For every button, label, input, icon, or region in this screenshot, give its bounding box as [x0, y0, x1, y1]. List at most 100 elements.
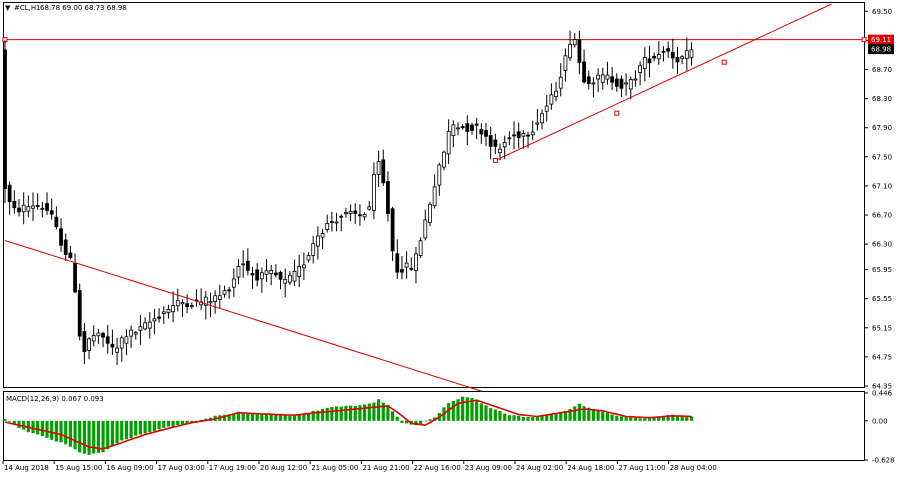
macd-histogram-bar	[573, 406, 577, 421]
time-axis-label: 24 Aug 18:00	[567, 464, 614, 472]
macd-histogram-bar	[199, 419, 203, 421]
macd-histogram-bar	[395, 416, 399, 421]
macd-histogram-bar	[591, 408, 596, 421]
time-axis-label: 28 Aug 04:00	[670, 464, 717, 472]
candle-body	[157, 316, 162, 319]
candle-body	[675, 56, 680, 63]
macd-histogram-bar	[577, 403, 582, 421]
time-axis-label: 17 Aug 03:00	[158, 464, 205, 472]
macd-signal-line	[4, 399, 692, 450]
candle-body	[488, 135, 493, 147]
candle-body	[334, 221, 339, 224]
macd-histogram-bar	[255, 414, 259, 421]
macd-histogram-bar	[176, 420, 180, 425]
macd-histogram-bar	[689, 416, 694, 421]
candle-body	[540, 113, 544, 124]
macd-histogram-bar	[372, 402, 376, 421]
macd-histogram-bar	[292, 416, 297, 421]
macd-histogram-bar	[316, 410, 320, 421]
macd-histogram-bar	[120, 420, 124, 441]
candle-body	[40, 207, 45, 210]
candle-body	[652, 55, 657, 59]
candle-body	[367, 206, 372, 210]
macd-histogram-bar	[8, 420, 12, 422]
macd-histogram-bar	[31, 420, 35, 434]
macd-histogram-bar	[302, 413, 306, 421]
candle-body	[446, 131, 451, 155]
candle-body	[287, 274, 292, 283]
macd-histogram-bar	[587, 407, 591, 421]
candle-body	[582, 61, 586, 83]
candle-body	[372, 174, 376, 211]
candle-body	[596, 74, 600, 80]
candle-body	[161, 311, 166, 314]
candle-body	[507, 137, 512, 140]
macd-histogram-bar	[512, 415, 516, 421]
candle-body	[21, 204, 26, 213]
macd-histogram-bar	[423, 420, 427, 422]
macd-histogram-bar	[456, 399, 460, 421]
level-price-tag	[868, 34, 894, 45]
candle-body	[119, 337, 124, 349]
candle-body	[35, 205, 40, 207]
price-axis-label: 67.90	[872, 124, 892, 132]
candle-body	[59, 228, 63, 246]
candle-body	[101, 332, 105, 338]
candle-body	[269, 269, 274, 274]
candle-body	[428, 203, 432, 223]
candle-body	[236, 265, 241, 278]
macd-histogram-bar	[596, 410, 600, 421]
macd-histogram-bar	[428, 419, 432, 421]
macd-histogram-bar	[475, 400, 479, 421]
macd-histogram-bar	[601, 411, 605, 421]
macd-axis: 0.446 0.00 -0.628	[864, 390, 895, 465]
candle-body	[329, 221, 334, 224]
macd-histogram-bar	[615, 415, 619, 421]
macd-histogram-bar	[582, 406, 586, 421]
horizontal-level-anchor	[861, 37, 867, 43]
candle-body	[493, 139, 498, 147]
time-axis-label: 24 Aug 02:00	[516, 464, 563, 472]
trendline-layer	[4, 3, 832, 392]
price-axis-label: 66.30	[872, 241, 892, 249]
ohlc-label: 68.78 69.00 68.73 68.98	[40, 4, 127, 12]
price-axis: 69.5069.1068.7068.3067.9067.5067.1066.70…	[864, 8, 892, 391]
candle-body	[166, 309, 171, 314]
candle-body	[133, 332, 138, 335]
candle-body	[544, 105, 549, 112]
header-arrow-icon[interactable]: ▼	[5, 4, 11, 12]
macd-histogram-bar	[643, 418, 647, 421]
candle-body	[633, 78, 638, 81]
candle-body	[231, 278, 236, 288]
candle-body	[502, 141, 507, 148]
macd-histogram-bar	[236, 412, 241, 421]
macd-histogram-bar	[647, 418, 652, 421]
macd-histogram-bar	[624, 416, 628, 421]
macd-histogram-bar	[362, 404, 367, 421]
macd-histogram-bar	[87, 420, 91, 455]
trendline-anchor	[721, 59, 727, 65]
candle-body	[3, 49, 7, 189]
macd-histogram-bar	[545, 415, 549, 421]
candle-body	[87, 338, 91, 351]
candle-body	[684, 50, 689, 59]
candle-body	[554, 90, 558, 97]
macd-histogram-bar	[489, 408, 493, 421]
candle-body	[624, 82, 629, 85]
candle-body	[259, 272, 264, 280]
time-axis-label: 22 Aug 16:00	[414, 464, 461, 472]
macd-histogram-bar	[559, 411, 563, 421]
price-axis-label: 67.50	[872, 153, 892, 161]
candle-body	[63, 239, 68, 255]
time-axis-label: 21 Aug 05:00	[311, 464, 358, 472]
candle-body	[516, 131, 521, 139]
candle-body	[661, 50, 666, 53]
macd-histogram-bar	[531, 416, 535, 421]
macd-histogram-bar	[78, 420, 82, 453]
macd-histogram-bar	[311, 410, 315, 421]
candle-body	[45, 203, 49, 211]
macd-histogram-bar	[148, 420, 152, 433]
macd-histogram-bar	[419, 420, 423, 424]
candle-body	[670, 51, 675, 59]
